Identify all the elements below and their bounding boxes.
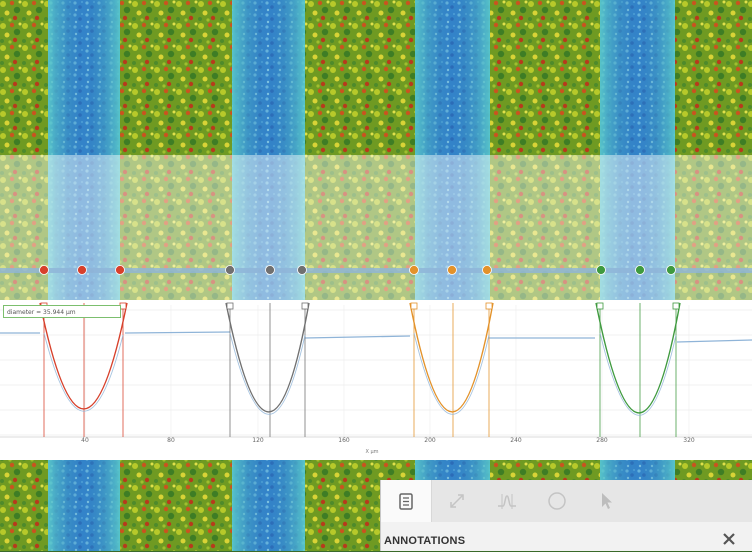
curve-handle [410, 302, 418, 310]
profile-marker [482, 265, 492, 275]
profile-marker [77, 265, 87, 275]
profile-marker [39, 265, 49, 275]
x-tick-label: 240 [510, 437, 522, 444]
curve-handle [226, 302, 234, 310]
pointer-icon [602, 493, 612, 509]
curve-handle [596, 302, 604, 310]
profile-marker [115, 265, 125, 275]
profile-marker [225, 265, 235, 275]
fitted-curve [409, 302, 494, 413]
document-icon [399, 492, 413, 510]
profile-curve-icon [498, 494, 516, 509]
profile-marker [409, 265, 419, 275]
circle-tool-button[interactable] [532, 480, 582, 522]
x-tick-label: 320 [683, 437, 695, 444]
profile-curves [0, 302, 752, 437]
annotations-panel: ANNOTATIONS [380, 480, 752, 551]
resize-tool-button[interactable] [432, 480, 482, 522]
x-tick-label: 160 [338, 437, 350, 444]
profile-marker [447, 265, 457, 275]
profile-marker [265, 265, 275, 275]
profile-marker [666, 265, 676, 275]
profile-markers [39, 265, 676, 275]
x-axis-unit: X µm [365, 449, 379, 455]
pointer-tool-button[interactable] [582, 480, 632, 522]
chart-grid [0, 305, 752, 438]
fitted-curve [225, 302, 310, 413]
fitted-curve [595, 302, 681, 414]
profile-line [0, 331, 752, 343]
curve-handle [672, 302, 680, 310]
fitted-curve [39, 302, 128, 410]
x-tick-label: 80 [167, 437, 175, 444]
profile-marker [297, 265, 307, 275]
panel-title: ANNOTATIONS [384, 535, 466, 547]
resize-arrow-icon [450, 494, 464, 508]
measured-groove-profile [599, 332, 677, 416]
measured-groove-profile [43, 332, 124, 412]
close-icon [723, 533, 735, 545]
close-panel-button[interactable] [721, 531, 737, 547]
profile-track [0, 268, 752, 273]
curve-handle [485, 302, 493, 310]
profile-marker [596, 265, 606, 275]
annotation-toolbar [381, 480, 752, 522]
measured-groove-profile [413, 332, 490, 415]
x-tick-label: 280 [596, 437, 608, 444]
profile-tool-button[interactable] [482, 480, 532, 522]
x-tick-label: 120 [252, 437, 264, 444]
x-tick-label: 200 [424, 437, 436, 444]
x-tick-label: 40 [81, 437, 89, 444]
profile-chart [0, 300, 752, 460]
profile-marker [635, 265, 645, 275]
document-tool-button[interactable] [381, 480, 432, 522]
measured-groove-profile [229, 332, 306, 415]
curve-handle [301, 302, 309, 310]
diameter-readout: diameter = 35.944 µm [3, 305, 121, 318]
circle-icon [548, 492, 566, 510]
selection-overlay [0, 155, 752, 300]
